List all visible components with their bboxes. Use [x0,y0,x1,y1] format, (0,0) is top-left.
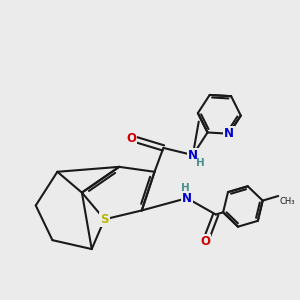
Text: O: O [126,132,136,145]
Text: H: H [196,158,205,168]
Text: H: H [181,183,190,193]
Text: N: N [182,192,192,205]
Text: S: S [100,213,109,226]
Text: N: N [188,148,198,162]
Text: O: O [200,235,211,248]
Text: CH₃: CH₃ [280,197,295,206]
Text: N: N [224,127,234,140]
